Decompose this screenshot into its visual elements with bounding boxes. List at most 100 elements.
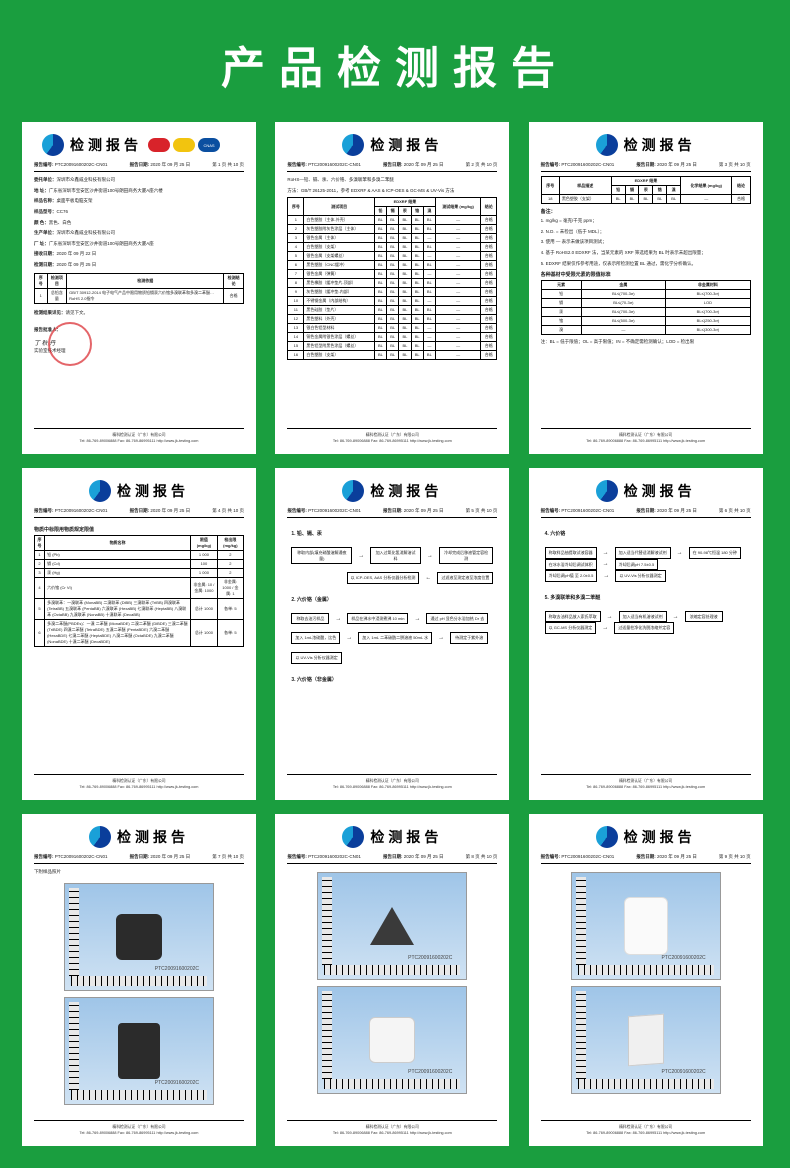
report-title: 检测报告 [370, 135, 442, 155]
arrow-right-icon: → [358, 553, 364, 559]
kv-val: 深圳市众鑫威业科技有限公司 [57, 230, 116, 235]
footer-tel: Tel: 86-769-89006888 Fax: 86-769-8699511… [287, 1130, 497, 1136]
flow-box: 以 UV-Vis 分析仪器测定 [291, 652, 341, 664]
v: PTC20091600202C-CN01 [561, 162, 614, 167]
report-footer: 精科检测认证（广东）有限公司Tel: 86-769-89006888 Fax: … [541, 1120, 751, 1136]
ruler-icon [324, 965, 460, 975]
sample-photo: PTC20091600202C [571, 872, 721, 980]
arrow-right-icon: → [673, 614, 679, 620]
kv-label: 地 址： [34, 188, 49, 193]
sample-photo: PTC20091600202C [64, 883, 214, 991]
flow-box: 称取样品抽提取试液容器 [545, 547, 597, 559]
arrow-left-icon: ← [425, 575, 431, 581]
report-no-label: 报告编号: [34, 162, 54, 167]
report-card-1: 检测报告 CNAS 报告编号: PTC20091600202C-CN01 报告日… [22, 122, 256, 454]
kv-val: 广东省深圳市宝安区沙井街道100号朗田商务大厦A座六楼 [49, 188, 163, 193]
result-summary-table: 序号检测项目检测依据检测结论 1总铅含量GB/T 30912-2014 电子电气… [34, 273, 244, 304]
flow-box: 称取去油污样品 [291, 613, 329, 625]
org-logo-icon [89, 480, 111, 502]
footer-tel: Tel: 86-769-89006888 Fax: 86-769-8699511… [541, 1130, 751, 1136]
page-indicator: 第 2 页 共 10 页 [466, 162, 498, 168]
flow-box: 以 UV-Vis 分析仪器测定 [615, 570, 665, 582]
kv-val: 广东省深圳市宝安区沙井街道100号朗田商务大厦A座 [49, 241, 154, 246]
flow-box: 冷却后调pH 7.5±0.5 [615, 559, 659, 571]
report-footer: 精科检测认证（广东）有限公司Tel: 86-769-89006888 Fax: … [287, 1120, 497, 1136]
v: 2020 年 09 月 25 日 [404, 508, 444, 513]
desc: 方法：GB/T 26125-2011，参考 EDXRF & AAS & ICP-… [287, 187, 497, 195]
watermark: PTC20091600202C [408, 955, 452, 961]
limit-note: 注：BL = 低于限值；OL = 高于限值；IN = 不确定需检测确认；LOD … [541, 338, 751, 346]
product-object [116, 914, 162, 960]
arrow-right-icon: → [677, 550, 683, 556]
notes-label: 备注： [541, 208, 751, 215]
ruler-icon [324, 1079, 460, 1089]
kv-label: 接收日期： [34, 251, 57, 256]
cma-badge-icon [148, 138, 170, 152]
ilac-badge-icon [173, 138, 195, 152]
arrow-right-icon: → [603, 550, 609, 556]
ruler-icon [69, 1002, 79, 1090]
footer-tel: Tel: 86-769-89006888 Fax: 86-769-8699511… [34, 1130, 244, 1136]
v: 2020 年 09 月 25 日 [150, 508, 190, 513]
footer-tel: Tel: 86-769-89006888 Fax: 86-769-8699511… [541, 784, 751, 790]
arrow-right-icon: → [603, 573, 609, 579]
ruler-icon [576, 991, 586, 1079]
substance-limits-table: 序号物质名称限值 (mg/kg)检出限 (mg/kg)1铅 (Pb)1 0002… [34, 535, 244, 647]
ruler-icon [578, 1079, 714, 1089]
kv-label: 颜 色： [34, 220, 49, 225]
note-line: 1. mg/kg = 毫克/千克 ppm； [541, 217, 751, 225]
note-line: 4. 基于 RoHS2.0 EDXRF 法，当某元素的 XRF 筛选结果为 BL… [541, 249, 751, 257]
page-indicator: 第 6 页 共 10 页 [719, 508, 751, 514]
kv-val: 深圳市众鑫威业科技有限公司 [57, 177, 116, 182]
report-footer: 精科检测认证（广东）有限公司Tel: 86-769-89006888 Fax: … [34, 774, 244, 790]
kv-label: 厂 址： [34, 241, 49, 246]
cnas-badge-icon: CNAS [198, 138, 220, 152]
th: 检测结论 [224, 273, 244, 288]
sample-photo: PTC20091600202C [64, 997, 214, 1105]
org-logo-icon [596, 134, 618, 156]
report-title: 检测报告 [370, 481, 442, 501]
product-object [370, 907, 414, 945]
arrow-right-icon: → [335, 616, 341, 622]
flow-box: 浓缩定容处理液 [685, 611, 723, 623]
limits-table: 元素金属非金属材料铅BL≤(700-3σ)BL≤(700-3σ)镉BL≤(70-… [541, 280, 751, 335]
report-grid: 检测报告 CNAS 报告编号: PTC20091600202C-CN01 报告日… [0, 122, 790, 1168]
arrow-right-icon: → [346, 635, 352, 641]
v: PTC20091600202C-CN01 [55, 854, 108, 859]
report-title: 检测报告 [117, 481, 189, 501]
l: 报告编号: [287, 854, 307, 859]
td: 合格 [224, 288, 244, 303]
flow-box: 加入 1mL浓硫酸，比色 [291, 632, 340, 644]
report-footer: 精科检测认证（广东）有限公司Tel: 86-769-89006888 Fax: … [287, 428, 497, 444]
flow-box: 加入过氧化氢消解溶试料 [370, 547, 421, 564]
flow-box: 在 90-98℃恒温 180 分钟 [689, 547, 741, 559]
page-indicator: 第 4 页 共 10 页 [212, 508, 244, 514]
l: 报告日期: [383, 162, 403, 167]
notes-list: 1. mg/kg = 毫克/千克 ppm；2. N.D. = 未检出（低于 MD… [541, 217, 751, 267]
flow-sec: 3. 六价铬（非金属） [291, 676, 493, 683]
l: 报告日期: [130, 508, 150, 513]
td: 1 [35, 288, 48, 303]
report-no: PTC20091600202C-CN01 [55, 162, 108, 167]
report-footer: 精科检测认证（广东）有限公司Tel: 86-769-89006888 Fax: … [541, 774, 751, 790]
v: 2020 年 09 月 25 日 [404, 854, 444, 859]
flowchart-1: 1. 铅、镉、汞 称取内部(填充硝酸溶解通夜量)→加入过氧化氢消解溶试料→冷却完… [287, 522, 497, 774]
footer-tel: Tel: 86-769-89006888 Fax: 86-769-8699511… [541, 438, 751, 444]
desc: RoHS—铅、镉、汞、六价铬、多溴联苯和多溴二苯醚 [287, 176, 497, 184]
l: 报告编号: [541, 854, 561, 859]
edxrf-cont-table: 序号样品描述EDXRF 结果化学结果 (mg/kg)结论铅镉汞铬溴18黑色塑胶（… [541, 176, 751, 204]
report-footer: 精科检测认证（广东）有限公司Tel: 86-769-89006888 Fax: … [287, 774, 497, 790]
photo-caption: 下附样品照片 [34, 868, 244, 876]
report-card-7: 检测报告 报告编号: PTC20091600202C-CN01报告日期: 202… [22, 814, 256, 1146]
org-logo-icon [42, 134, 64, 156]
v: 2020 年 09 月 25 日 [657, 508, 697, 513]
product-object [118, 1023, 160, 1079]
kv-label: 生产单位： [34, 230, 57, 235]
kv-label: 委托单位： [34, 177, 57, 182]
watermark: PTC20091600202C [155, 966, 199, 972]
report-card-6: 检测报告 报告编号: PTC20091600202C-CN01报告日期: 202… [529, 468, 763, 800]
report-date: 2020 年 09 月 25 日 [150, 162, 190, 167]
page-indicator: 第 3 页 共 10 页 [719, 162, 751, 168]
org-logo-icon [89, 826, 111, 848]
product-object [369, 1017, 415, 1063]
